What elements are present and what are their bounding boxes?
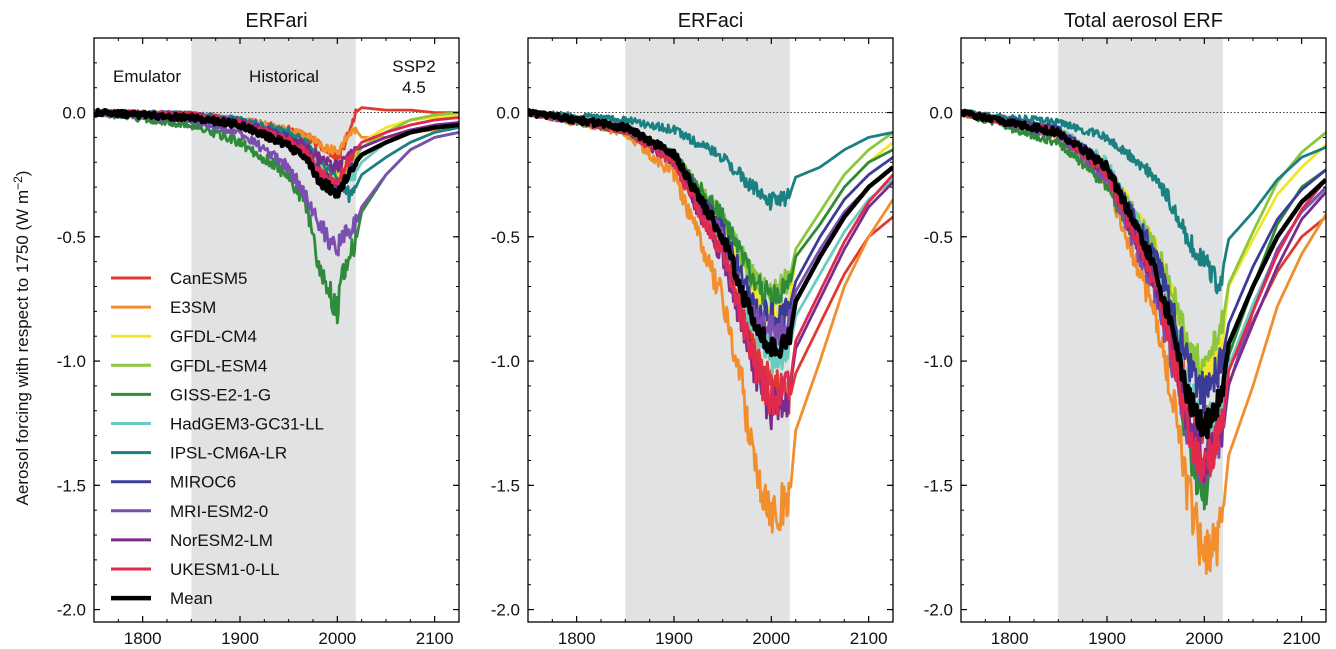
x-tick-label: 1800 bbox=[124, 629, 162, 648]
y-tick-label: -0.5 bbox=[924, 228, 953, 247]
panel-title: ERFari bbox=[245, 10, 307, 32]
legend-label-hadgem3-gc31-ll: HadGEM3-GC31-LL bbox=[170, 415, 324, 434]
plot-area bbox=[94, 106, 459, 325]
legend-label-canesm5: CanESM5 bbox=[170, 269, 247, 288]
y-tick-label: -1.5 bbox=[924, 476, 953, 495]
y-tick-label: -2.0 bbox=[491, 601, 520, 620]
x-tick-label: 1800 bbox=[558, 629, 596, 648]
y-tick-label: 0.0 bbox=[496, 104, 520, 123]
y-axis-label: Aerosol forcing with respect to 1750 (W … bbox=[11, 171, 32, 506]
y-tick-label: -0.5 bbox=[491, 228, 520, 247]
y-tick-label: -1.0 bbox=[924, 352, 953, 371]
y-tick-label: -0.5 bbox=[57, 228, 86, 247]
y-tick-label: -2.0 bbox=[57, 601, 86, 620]
panel-erfari: 0.0 -0.5 -1.0 -1.5 -2.0 1800 1900 2000 2100 ERFar… bbox=[57, 10, 460, 648]
y-tick-label: -1.0 bbox=[491, 352, 520, 371]
legend-label-ipsl-cm6a-lr: IPSL-CM6A-LR bbox=[170, 444, 287, 463]
plot-area bbox=[961, 108, 1326, 575]
y-tick-label: -1.5 bbox=[57, 476, 86, 495]
legend-label-mean: Mean bbox=[170, 589, 213, 608]
panel-title: ERFaci bbox=[678, 10, 744, 32]
x-tick-label: 2100 bbox=[416, 629, 454, 648]
panel-total-aerosol-erf: 0.0 -0.5 -1.0 -1.5 -2.0 1800 1900 2000 2100 Total… bbox=[924, 10, 1327, 648]
legend-label-noresm2-lm: NorESM2-LM bbox=[170, 531, 273, 550]
y-tick-label: 0.0 bbox=[62, 104, 86, 123]
axes-frame bbox=[527, 37, 894, 623]
y-tick-label: -1.5 bbox=[491, 476, 520, 495]
x-tick-label: 2000 bbox=[1185, 629, 1223, 648]
x-tick-label: 1900 bbox=[655, 629, 693, 648]
series-line-ipsl-cm6a-lr bbox=[961, 109, 1326, 295]
panel-erfaci: 0.0 -0.5 -1.0 -1.5 -2.0 1800 1900 2000 2100 ERFac… bbox=[491, 10, 894, 648]
legend-label-gfdl-esm4: GFDL-ESM4 bbox=[170, 356, 267, 375]
legend-label-gfdl-cm4: GFDL-CM4 bbox=[170, 327, 257, 346]
period-label-historical: Historical bbox=[249, 67, 319, 86]
period-label-ssp-line2: 4.5 bbox=[402, 78, 426, 97]
legend-label-e3sm: E3SM bbox=[170, 298, 216, 317]
period-labels: Emulator Historical SSP2 4.5 bbox=[113, 57, 436, 97]
legend: CanESM5 E3SM GFDL-CM4 GFDL-ESM4 GISS-E2-1-G H… bbox=[111, 269, 324, 608]
axes-frame bbox=[960, 37, 1327, 623]
x-tick-label: 2100 bbox=[850, 629, 888, 648]
period-label-ssp-line1: SSP2 bbox=[392, 57, 435, 76]
y-tick-label: -2.0 bbox=[924, 601, 953, 620]
series-line-mean bbox=[94, 107, 459, 199]
series-line-mean bbox=[528, 108, 893, 359]
historical-band bbox=[1058, 38, 1223, 622]
series-line-ipsl-cm6a-lr bbox=[528, 109, 893, 211]
legend-label-giss-e2-1-g: GISS-E2-1-G bbox=[170, 385, 271, 404]
series-line-mri-esm2-0 bbox=[94, 108, 459, 257]
axes-frame bbox=[93, 37, 460, 623]
x-tick-label: 2100 bbox=[1283, 629, 1321, 648]
y-tick-label: 0.0 bbox=[929, 104, 953, 123]
x-tick-label: 1800 bbox=[991, 629, 1029, 648]
x-tick-label: 2000 bbox=[752, 629, 790, 648]
x-tick-label: 2000 bbox=[318, 629, 356, 648]
y-tick-label: -1.0 bbox=[57, 352, 86, 371]
legend-label-ukesm1-0-ll: UKESM1-0-LL bbox=[170, 560, 280, 579]
legend-label-miroc6: MIROC6 bbox=[170, 473, 236, 492]
period-label-emulator: Emulator bbox=[113, 67, 181, 86]
plot-area bbox=[528, 108, 893, 534]
x-tick-label: 1900 bbox=[1088, 629, 1126, 648]
panel-title: Total aerosol ERF bbox=[1064, 10, 1223, 32]
legend-label-mri-esm2-0: MRI-ESM2-0 bbox=[170, 502, 268, 521]
x-tick-label: 1900 bbox=[221, 629, 259, 648]
series-line-mean bbox=[961, 108, 1326, 440]
